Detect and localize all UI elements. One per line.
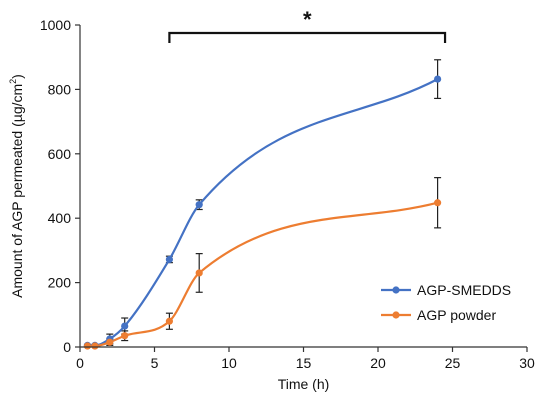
data-points — [83, 75, 442, 350]
data-point — [434, 199, 442, 207]
data-point — [165, 317, 173, 325]
legend-label: AGP-SMEDDS — [417, 282, 511, 298]
data-point — [121, 322, 129, 330]
data-point — [195, 201, 203, 209]
data-point — [83, 342, 92, 350]
y-axis-title-end: ) — [9, 74, 25, 79]
data-point — [121, 332, 129, 340]
y-axis-title-main: Amount of AGP permeated (µg/cm — [9, 84, 25, 298]
x-tick-label: 20 — [370, 355, 386, 371]
legend-label: AGP powder — [417, 307, 496, 323]
axes: 0 5 10 15 20 25 30 0 200 400 600 800 1000 — [40, 17, 535, 371]
data-point — [165, 255, 173, 264]
legend-marker — [392, 286, 400, 294]
x-tick-label: 5 — [151, 355, 159, 371]
y-tick-label: 600 — [48, 146, 72, 162]
y-tick-label: 200 — [48, 275, 72, 291]
y-tick-label: 400 — [48, 210, 72, 226]
x-tick-label: 10 — [221, 355, 237, 371]
data-point — [195, 269, 203, 277]
legend: AGP-SMEDDS AGP powder — [381, 282, 511, 323]
x-tick-label: 25 — [445, 355, 461, 371]
y-axis-title: Amount of AGP permeated (µg/cm2) — [8, 74, 25, 298]
data-point — [434, 75, 442, 83]
significance-bracket-line — [168, 31, 447, 43]
y-axis-title-superscript: 2 — [8, 79, 18, 84]
legend-marker — [392, 311, 400, 319]
y-tick-label: 800 — [48, 81, 72, 97]
significance-bracket: * — [168, 7, 447, 43]
x-tick-label: 15 — [296, 355, 312, 371]
x-tick-label: 30 — [519, 355, 535, 371]
series-curves — [87, 78, 439, 348]
y-tick-label: 0 — [63, 339, 71, 355]
data-point — [91, 342, 99, 350]
y-tick-label: 1000 — [40, 17, 71, 33]
series-line-2 — [87, 201, 438, 348]
data-point — [106, 338, 114, 346]
x-tick-label: 0 — [76, 355, 84, 371]
error-bars — [83, 59, 442, 348]
significance-marker: * — [303, 7, 312, 32]
x-axis-title: Time (h) — [278, 376, 330, 392]
